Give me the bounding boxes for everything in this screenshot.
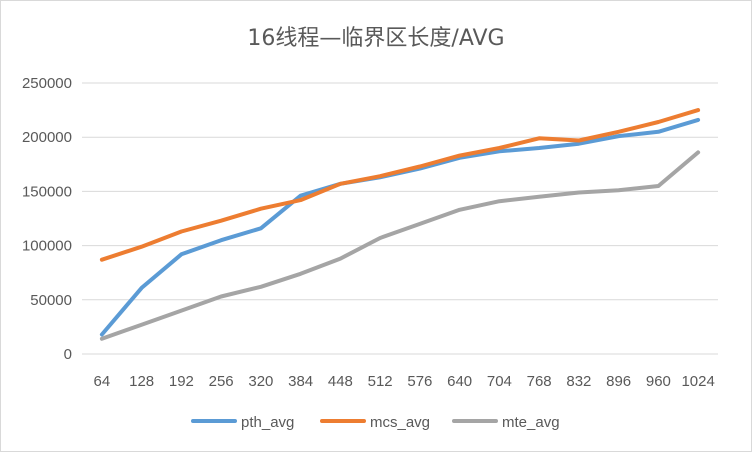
- x-tick-label: 320: [248, 373, 273, 390]
- y-tick-label: 150000: [22, 183, 72, 200]
- x-tick-label: 64: [94, 373, 111, 390]
- legend-label: pth_avg: [241, 414, 294, 431]
- y-tick-label: 100000: [22, 238, 72, 255]
- x-tick-label: 1024: [681, 373, 714, 390]
- x-tick-label: 768: [527, 373, 552, 390]
- chart-title: 16线程—临界区长度/AVG: [247, 26, 505, 51]
- legend-label: mte_avg: [502, 414, 560, 431]
- x-tick-label: 640: [447, 373, 472, 390]
- x-tick-label: 448: [328, 373, 353, 390]
- x-tick-label: 576: [407, 373, 432, 390]
- y-tick-label: 50000: [30, 292, 72, 309]
- x-tick-label: 128: [129, 373, 154, 390]
- y-tick-label: 200000: [22, 129, 72, 146]
- x-tick-label: 960: [646, 373, 671, 390]
- series-line-mte_avg: [99, 150, 701, 341]
- x-tick-label: 384: [288, 373, 313, 390]
- y-tick-label: 250000: [22, 75, 72, 92]
- x-tick-label: 896: [606, 373, 631, 390]
- x-tick-label: 512: [368, 373, 393, 390]
- y-tick-label: 0: [64, 346, 72, 363]
- x-tick-label: 192: [169, 373, 194, 390]
- series-line-mcs_avg: [99, 108, 701, 262]
- x-tick-label: 704: [487, 373, 512, 390]
- legend-label: mcs_avg: [370, 414, 430, 431]
- x-tick-label: 832: [566, 373, 591, 390]
- x-tick-label: 256: [209, 373, 234, 390]
